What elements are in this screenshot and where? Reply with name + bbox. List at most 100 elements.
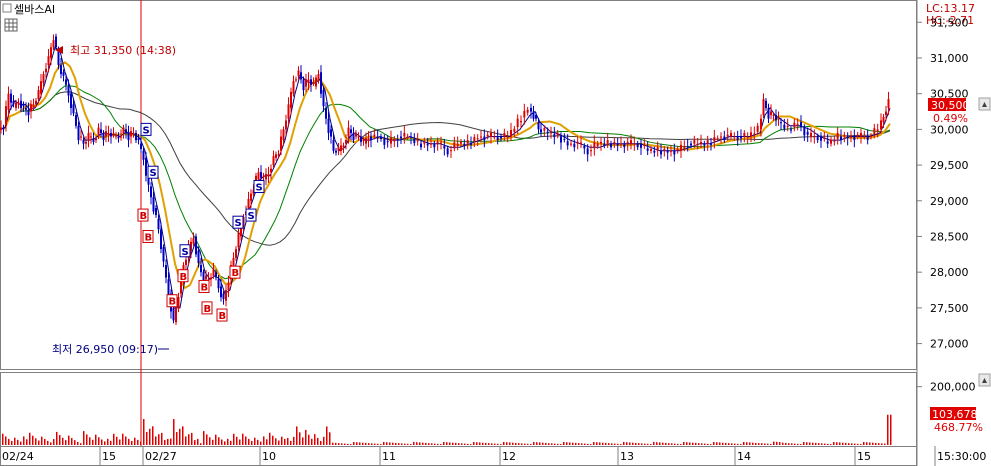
candle-body bbox=[406, 136, 409, 138]
current-price-label: 30,500 bbox=[931, 99, 970, 112]
volume-scroll-up-icon bbox=[982, 378, 987, 383]
price-tick-label: 27,500 bbox=[930, 302, 969, 315]
candle-body bbox=[212, 268, 215, 276]
candle-body bbox=[590, 150, 592, 152]
volume-bar bbox=[536, 442, 538, 445]
candle-body bbox=[720, 136, 722, 138]
candle-body bbox=[360, 136, 362, 142]
volume-bar bbox=[875, 442, 877, 445]
candle-body bbox=[503, 132, 506, 137]
volume-bar bbox=[248, 438, 250, 445]
signal-badge bbox=[179, 244, 191, 258]
candle-body bbox=[180, 275, 182, 294]
candle-body bbox=[355, 132, 357, 137]
candle-body bbox=[277, 154, 280, 156]
volume-bar bbox=[662, 442, 664, 445]
candle-body bbox=[746, 136, 749, 138]
candle-body bbox=[396, 138, 399, 141]
sell-signal: S bbox=[253, 180, 265, 194]
candle-body bbox=[55, 36, 57, 48]
volume-bar bbox=[110, 440, 112, 445]
volume-bar bbox=[35, 438, 37, 445]
candle-body bbox=[676, 149, 679, 151]
volume-bar bbox=[311, 438, 313, 445]
volume-bar bbox=[803, 441, 805, 445]
volume-bar bbox=[281, 436, 283, 445]
candle-body bbox=[177, 297, 180, 308]
candle-body bbox=[365, 138, 367, 144]
volume-bar bbox=[821, 443, 823, 445]
grid-toggle-icon[interactable] bbox=[4, 18, 18, 32]
date-label: 15 bbox=[102, 450, 116, 463]
candle-body bbox=[600, 141, 602, 144]
candle-body bbox=[453, 142, 456, 149]
candle-body bbox=[446, 148, 449, 155]
candle-body bbox=[352, 132, 355, 141]
candle-body bbox=[690, 143, 692, 146]
candle-body bbox=[420, 143, 422, 148]
volume-bar bbox=[521, 443, 523, 445]
candle-body bbox=[753, 133, 756, 135]
menu-icon[interactable] bbox=[2, 3, 12, 13]
volume-bar bbox=[293, 436, 295, 445]
volume-bar bbox=[509, 442, 511, 445]
candle-body bbox=[765, 100, 767, 108]
candle-body bbox=[257, 172, 260, 180]
date-label: 15:30:00 bbox=[937, 450, 986, 463]
volume-bar bbox=[206, 434, 208, 445]
candle-body bbox=[227, 282, 230, 291]
volume-bar bbox=[434, 443, 436, 445]
candle-body bbox=[155, 207, 157, 216]
candle-body bbox=[606, 140, 609, 144]
volume-bar bbox=[260, 441, 262, 445]
candle-body bbox=[367, 138, 370, 141]
candle-body bbox=[85, 141, 87, 144]
volume-bar bbox=[671, 443, 673, 445]
candle-body bbox=[115, 134, 117, 137]
candle-body bbox=[593, 142, 596, 149]
volume-bar bbox=[800, 444, 802, 445]
volume-bar bbox=[692, 442, 694, 445]
volume-bar bbox=[713, 441, 715, 445]
candle-body bbox=[65, 79, 67, 85]
volume-bar bbox=[221, 439, 223, 445]
volume-bar bbox=[356, 442, 358, 445]
candle-body bbox=[337, 147, 340, 151]
candle-body bbox=[786, 125, 789, 127]
volume-bar bbox=[305, 429, 307, 445]
volume-bar bbox=[308, 434, 310, 445]
candle-body bbox=[846, 136, 849, 139]
candle-body bbox=[700, 141, 702, 144]
candle-body bbox=[127, 132, 130, 141]
candle-body bbox=[172, 307, 175, 321]
candle-body bbox=[90, 136, 92, 138]
candle-body bbox=[680, 144, 682, 151]
candle-body bbox=[623, 143, 626, 148]
candle-body bbox=[30, 104, 32, 112]
candle-body bbox=[723, 136, 726, 141]
volume-bar bbox=[533, 441, 535, 445]
buy-signal: B bbox=[216, 308, 228, 322]
volume-bar bbox=[851, 443, 853, 445]
candle-body bbox=[693, 140, 696, 144]
candle-body bbox=[235, 248, 237, 258]
volume-bar bbox=[635, 442, 637, 445]
price-y-axis: 31,500 31,000 30,500 30,000 29,500 29,000 28,5… bbox=[917, 16, 969, 351]
price-tick-label: 29,000 bbox=[930, 195, 969, 208]
volume-bar bbox=[686, 442, 688, 445]
candle-body bbox=[880, 120, 882, 130]
volume-bar bbox=[371, 443, 373, 445]
volume-bar bbox=[680, 444, 682, 445]
volume-bar bbox=[749, 442, 751, 445]
signal-letter: S bbox=[248, 211, 255, 222]
signal-letter: S bbox=[256, 183, 263, 194]
volume-bar bbox=[122, 433, 124, 445]
signal-letter: B bbox=[201, 282, 209, 293]
candle-body bbox=[783, 124, 786, 129]
candle-body bbox=[523, 110, 526, 118]
candle-body bbox=[630, 140, 632, 144]
date-label: 14 bbox=[737, 450, 751, 463]
volume-bar bbox=[491, 443, 493, 445]
candle-body bbox=[292, 81, 295, 94]
